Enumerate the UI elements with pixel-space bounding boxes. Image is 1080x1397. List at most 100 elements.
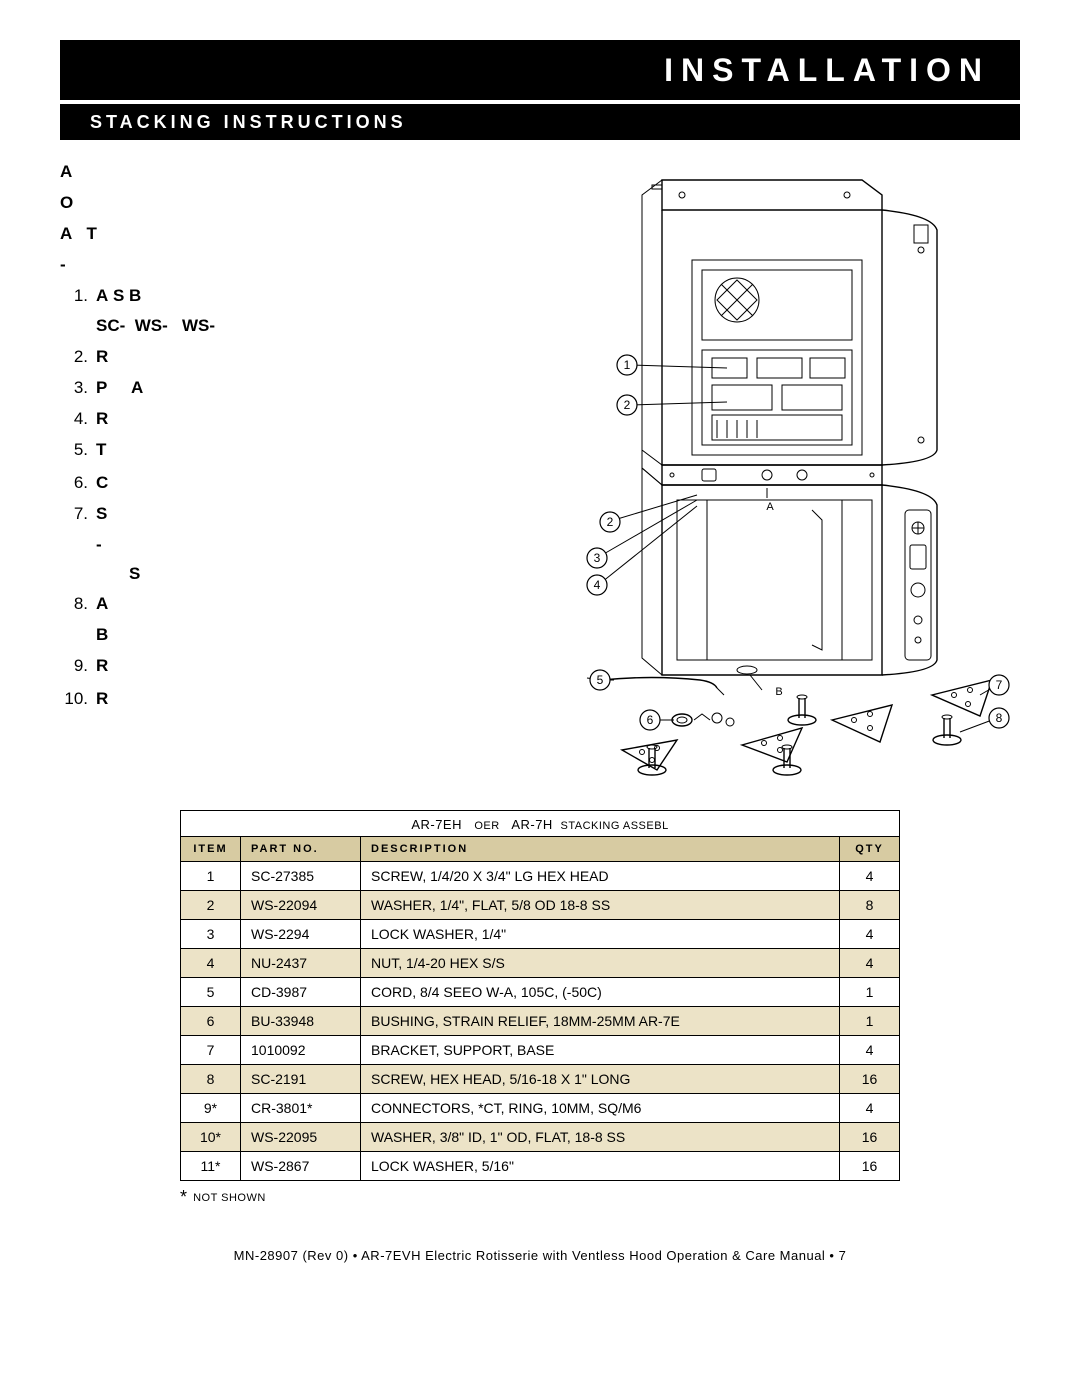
cell-partno: SC-27385 — [241, 862, 361, 891]
instruction-step: 6.C — [60, 469, 502, 498]
col-partno: PART NO. — [241, 837, 361, 862]
content-row: AOA T- 1.A S BSC- WS- WS-2.R3.P A4.R5.T6… — [60, 150, 1020, 790]
cell-partno: BU-33948 — [241, 1007, 361, 1036]
cell-desc: LOCK WASHER, 5/16" — [361, 1152, 840, 1181]
page-footer: MN-28907 (Rev 0) • AR-7EVH Electric Roti… — [60, 1248, 1020, 1263]
cell-qty: 16 — [840, 1123, 900, 1152]
svg-text:8: 8 — [995, 711, 1002, 725]
cell-qty: 4 — [840, 920, 900, 949]
svg-text:7: 7 — [995, 678, 1002, 692]
parts-table-wrap: AR-7EH OER AR-7H STACKING ASSEBL ITEM PA… — [180, 810, 900, 1208]
col-desc: DESCRIPTION — [361, 837, 840, 862]
cell-qty: 1 — [840, 978, 900, 1007]
cell-item: 7 — [181, 1036, 241, 1065]
cell-partno: SC-2191 — [241, 1065, 361, 1094]
cell-item: 1 — [181, 862, 241, 891]
cell-item: 9* — [181, 1094, 241, 1123]
table-row: 4NU-2437NUT, 1/4-20 HEX S/S4 — [181, 949, 900, 978]
cell-item: 5 — [181, 978, 241, 1007]
instruction-step: 10.R — [60, 685, 502, 714]
diagram-svg: A B — [502, 150, 1022, 790]
diagram-label-a: A — [766, 501, 774, 513]
svg-text:4: 4 — [593, 578, 600, 592]
instructions-column: AOA T- 1.A S BSC- WS- WS-2.R3.P A4.R5.T6… — [60, 150, 502, 790]
cell-qty: 8 — [840, 891, 900, 920]
cell-desc: CONNECTORS, *CT, RING, 10MM, SQ/M6 — [361, 1094, 840, 1123]
cell-desc: BRACKET, SUPPORT, BASE — [361, 1036, 840, 1065]
table-row: 5CD-3987CORD, 8/4 SEEO W-A, 105C, (-50C)… — [181, 978, 900, 1007]
parts-table-caption: AR-7EH OER AR-7H STACKING ASSEBL — [180, 810, 900, 836]
parts-table: AR-7EH OER AR-7H STACKING ASSEBL ITEM PA… — [180, 810, 900, 1181]
svg-text:2: 2 — [606, 515, 613, 529]
table-row: 9*CR-3801*CONNECTORS, *CT, RING, 10MM, S… — [181, 1094, 900, 1123]
not-shown-note: NOT SHOWN — [180, 1187, 900, 1208]
cell-partno: NU-2437 — [241, 949, 361, 978]
instruction-preamble-line: A — [60, 158, 502, 187]
instruction-step-sub: S — [96, 560, 502, 589]
cell-partno: WS-2867 — [241, 1152, 361, 1181]
parts-header-row: ITEM PART NO. DESCRIPTION QTY — [181, 837, 900, 862]
lower-cabinet — [642, 468, 937, 675]
cell-partno: CR-3801* — [241, 1094, 361, 1123]
instruction-step-sub: B — [96, 621, 502, 650]
bushing — [672, 714, 710, 726]
col-item: ITEM — [181, 837, 241, 862]
table-row: 71010092BRACKET, SUPPORT, BASE4 — [181, 1036, 900, 1065]
cell-desc: WASHER, 3/8" ID, 1" OD, FLAT, 18-8 SS — [361, 1123, 840, 1152]
table-row: 11*WS-2867LOCK WASHER, 5/16"16 — [181, 1152, 900, 1181]
svg-text:6: 6 — [646, 713, 653, 727]
instruction-step: 1.A S B — [60, 282, 502, 311]
svg-text:2: 2 — [623, 398, 630, 412]
cell-qty: 4 — [840, 1094, 900, 1123]
cell-desc: BUSHING, STRAIN RELIEF, 18MM-25MM AR-7E — [361, 1007, 840, 1036]
instruction-step: 2.R — [60, 343, 502, 372]
instruction-step: 8.A — [60, 590, 502, 619]
instruction-step: 4.R — [60, 405, 502, 434]
upper-cabinet — [642, 180, 937, 465]
cell-desc: CORD, 8/4 SEEO W-A, 105C, (-50C) — [361, 978, 840, 1007]
table-row: 1SC-27385SCREW, 1/4/20 X 3/4" LG HEX HEA… — [181, 862, 900, 891]
cell-partno: WS-22095 — [241, 1123, 361, 1152]
section-title: STACKING INSTRUCTIONS — [90, 112, 407, 133]
svg-text:3: 3 — [593, 551, 600, 565]
instruction-step: 3.P A — [60, 374, 502, 403]
table-row: 2WS-22094WASHER, 1/4", FLAT, 5/8 OD 18-8… — [181, 891, 900, 920]
table-row: 10*WS-22095WASHER, 3/8" ID, 1" OD, FLAT,… — [181, 1123, 900, 1152]
cell-qty: 4 — [840, 862, 900, 891]
page: INSTALLATION STACKING INSTRUCTIONS AOA T… — [0, 0, 1080, 1293]
table-row: 3WS-2294LOCK WASHER, 1/4"4 — [181, 920, 900, 949]
page-title: INSTALLATION — [664, 52, 990, 89]
cell-desc: SCREW, 1/4/20 X 3/4" LG HEX HEAD — [361, 862, 840, 891]
cell-partno: WS-22094 — [241, 891, 361, 920]
cell-qty: 1 — [840, 1007, 900, 1036]
cell-item: 8 — [181, 1065, 241, 1094]
cell-partno: CD-3987 — [241, 978, 361, 1007]
instruction-preamble-line: O — [60, 189, 502, 218]
page-title-band: INSTALLATION — [60, 40, 1020, 100]
diagram-label-b: B — [775, 686, 782, 698]
cell-desc: NUT, 1/4-20 HEX S/S — [361, 949, 840, 978]
table-row: 8SC-2191SCREW, HEX HEAD, 5/16-18 X 1" LO… — [181, 1065, 900, 1094]
svg-text:1: 1 — [623, 358, 630, 372]
cell-item: 11* — [181, 1152, 241, 1181]
instruction-step: 7.S — [60, 500, 502, 529]
instruction-step: 5.T — [60, 436, 502, 465]
cell-item: 4 — [181, 949, 241, 978]
cell-desc: SCREW, HEX HEAD, 5/16-18 X 1" LONG — [361, 1065, 840, 1094]
exploded-diagram: A B — [502, 150, 1020, 790]
cell-qty: 4 — [840, 1036, 900, 1065]
cell-partno: WS-2294 — [241, 920, 361, 949]
cell-item: 3 — [181, 920, 241, 949]
col-qty: QTY — [840, 837, 900, 862]
cell-qty: 16 — [840, 1065, 900, 1094]
instruction-step-sub: - — [96, 531, 502, 560]
section-title-band: STACKING INSTRUCTIONS — [60, 104, 1020, 140]
instruction-step-sub: SC- WS- WS- — [96, 312, 502, 341]
cell-partno: 1010092 — [241, 1036, 361, 1065]
instruction-preamble-line: - — [60, 251, 502, 280]
cell-qty: 4 — [840, 949, 900, 978]
instruction-preamble-line: A T — [60, 220, 502, 249]
table-row: 6BU-33948BUSHING, STRAIN RELIEF, 18MM-25… — [181, 1007, 900, 1036]
cell-item: 2 — [181, 891, 241, 920]
cell-desc: WASHER, 1/4", FLAT, 5/8 OD 18-8 SS — [361, 891, 840, 920]
